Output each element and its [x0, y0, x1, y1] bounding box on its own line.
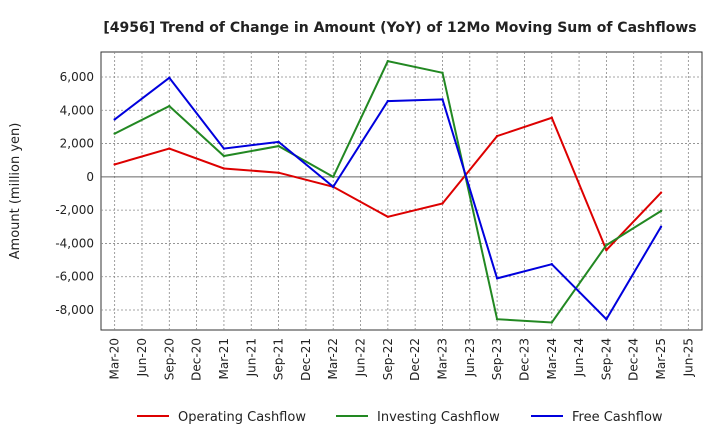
legend-label: Investing Cashflow	[377, 410, 500, 425]
x-tick-label: Sep-21	[272, 338, 286, 380]
legend-label: Free Cashflow	[572, 410, 663, 425]
x-tick-label: Jun-23	[463, 338, 477, 377]
data-point	[550, 263, 553, 266]
data-point	[441, 202, 444, 205]
y-tick-label: 2,000	[60, 137, 94, 151]
data-point	[222, 147, 226, 150]
data-point	[659, 225, 663, 228]
data-point	[441, 71, 444, 75]
data-point	[495, 134, 499, 138]
y-tick-label: -8,000	[55, 303, 94, 317]
data-point	[168, 147, 171, 150]
data-point	[113, 163, 116, 166]
data-point	[550, 116, 553, 119]
tick-labels: 6,000 4,000 2,000 0 -2,000 -4,000 -6,000 -8,000…	[55, 70, 695, 381]
x-tick-label: Sep-24	[599, 338, 613, 380]
x-tick-label: Mar-21	[217, 338, 231, 379]
y-tick-label: 0	[86, 170, 94, 184]
data-point	[277, 171, 280, 174]
data-point	[222, 154, 226, 158]
data-point	[113, 118, 116, 121]
x-tick-label: Jun-24	[572, 338, 586, 377]
data-point	[386, 59, 390, 63]
data-point	[332, 175, 335, 179]
x-tick-label: Jun-25	[681, 338, 695, 377]
x-tick-label: Dec-24	[627, 338, 641, 381]
y-axis-label: Amount (million yen)	[8, 123, 23, 260]
data-point	[495, 277, 499, 280]
legend-label: Operating Cashflow	[178, 410, 306, 425]
y-tick-label: 4,000	[60, 103, 94, 117]
data-point	[659, 191, 663, 194]
data-point	[386, 215, 390, 219]
x-tick-label: Dec-23	[517, 338, 531, 381]
x-tick-label: Dec-22	[408, 338, 422, 381]
x-tick-label: Dec-21	[299, 338, 313, 381]
x-tick-label: Sep-22	[381, 338, 395, 380]
x-tick-label: Mar-25	[654, 338, 668, 379]
x-tick-label: Dec-20	[190, 338, 204, 381]
y-tick-label: -4,000	[55, 236, 94, 250]
y-tick-label: 6,000	[60, 70, 94, 84]
grid	[101, 52, 702, 330]
data-point	[441, 98, 444, 101]
data-point	[277, 140, 280, 144]
x-tick-label: Mar-23	[435, 338, 449, 379]
legend: Operating Cashflow Investing Cashflow Free…	[137, 410, 663, 425]
data-point	[386, 99, 390, 103]
data-point	[495, 317, 499, 321]
data-point	[605, 243, 608, 247]
x-tick-label: Sep-23	[490, 338, 504, 380]
y-tick-label: -6,000	[55, 270, 94, 284]
data-point	[222, 167, 226, 170]
data-point	[605, 317, 608, 321]
data-point	[168, 104, 171, 108]
data-point	[332, 185, 335, 189]
data-point	[113, 132, 116, 135]
x-tick-label: Sep-20	[162, 338, 176, 380]
x-tick-label: Jun-20	[135, 338, 149, 377]
y-tick-label: -2,000	[55, 203, 94, 217]
data-point	[168, 76, 171, 80]
x-tick-label: Mar-22	[326, 338, 340, 379]
series	[113, 59, 663, 324]
x-tick-label: Mar-24	[545, 338, 559, 379]
chart-title: [4956] Trend of Change in Amount (YoY) o…	[103, 20, 696, 36]
x-tick-label: Jun-22	[354, 338, 368, 377]
data-point	[605, 248, 608, 252]
data-point	[277, 144, 280, 148]
data-point	[659, 209, 663, 213]
data-point	[550, 321, 553, 324]
x-tick-label: Jun-21	[244, 338, 258, 377]
x-tick-label: Mar-20	[108, 338, 122, 379]
plot-area	[100, 51, 703, 331]
